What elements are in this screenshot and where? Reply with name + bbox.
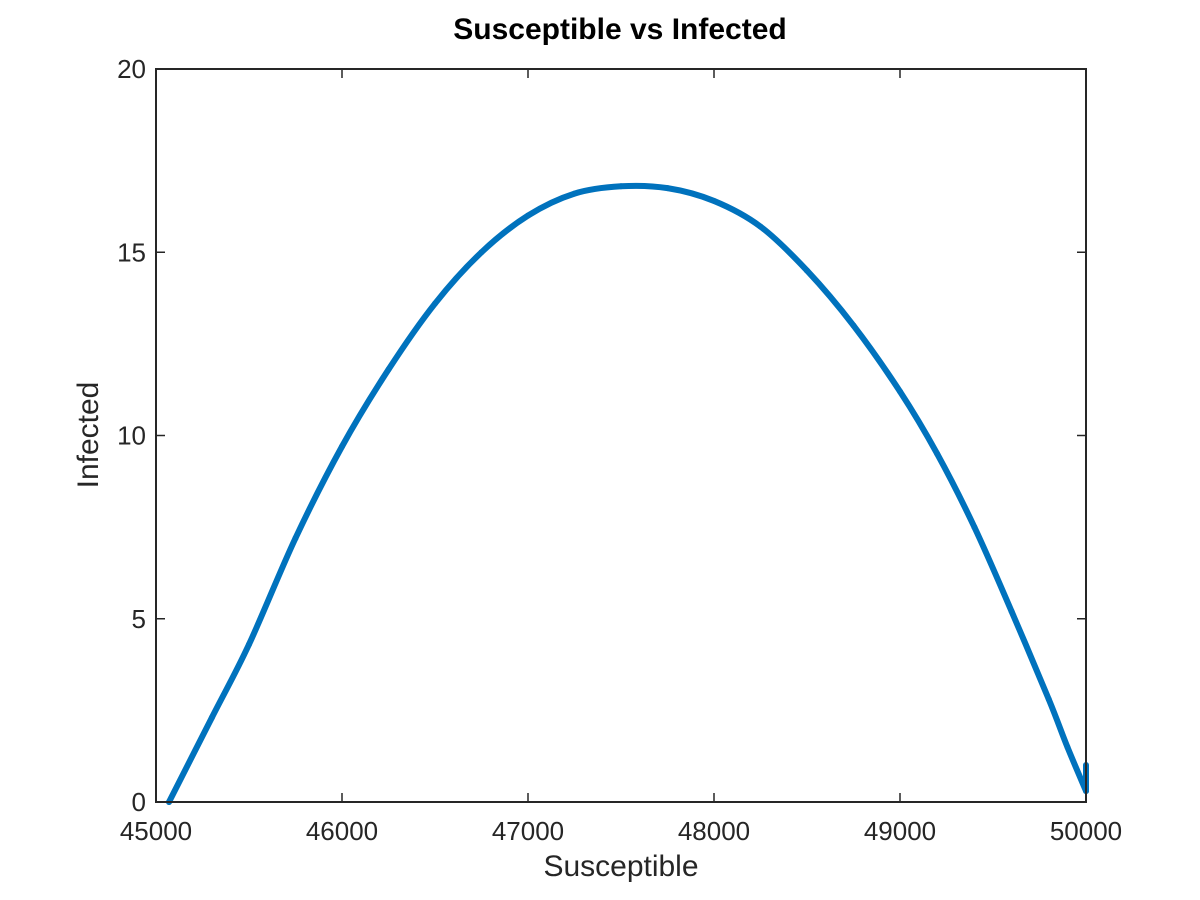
y-tick-labels: 0 5 10 15 20 (117, 54, 146, 817)
data-point (339, 443, 345, 450)
x-axis-label: Susceptible (543, 850, 698, 883)
data-point (618, 183, 624, 190)
data-point (385, 366, 392, 373)
x-tick-labels: 45000 46000 47000 48000 49000 50000 (120, 816, 1122, 846)
data-point (571, 190, 578, 197)
x-tick-label: 50000 (1050, 816, 1122, 846)
data-point (971, 524, 978, 531)
x-tick-label: 48000 (678, 816, 750, 846)
data-point (292, 535, 299, 542)
axes-box (155, 68, 1087, 803)
data-point (711, 197, 717, 204)
data-point (525, 212, 531, 219)
chart-title: Susceptible vs Infected (453, 13, 786, 46)
series-line (166, 182, 1089, 805)
data-point (934, 450, 941, 457)
x-tick-label: 49000 (864, 816, 936, 846)
data-point (850, 322, 857, 329)
data-point (664, 185, 671, 192)
y-tick-label: 0 (132, 787, 146, 817)
data-point (246, 641, 252, 648)
data-point (804, 267, 810, 274)
data-point (432, 300, 438, 307)
x-tick-label: 46000 (306, 816, 378, 846)
data-point (208, 714, 215, 721)
x-tick-label: 47000 (492, 816, 564, 846)
y-tick-label: 10 (117, 421, 146, 451)
data-point (757, 223, 764, 230)
data-point (478, 249, 485, 256)
data-point (1008, 608, 1015, 615)
x-tick-label: 45000 (120, 816, 192, 846)
y-tick-label: 5 (132, 604, 146, 634)
data-point (1045, 696, 1052, 703)
data-point (1064, 744, 1071, 751)
y-axis-label: Infected (72, 382, 105, 489)
y-tick-label: 20 (117, 54, 146, 84)
data-point (897, 388, 903, 395)
y-tick-label: 15 (117, 237, 146, 267)
